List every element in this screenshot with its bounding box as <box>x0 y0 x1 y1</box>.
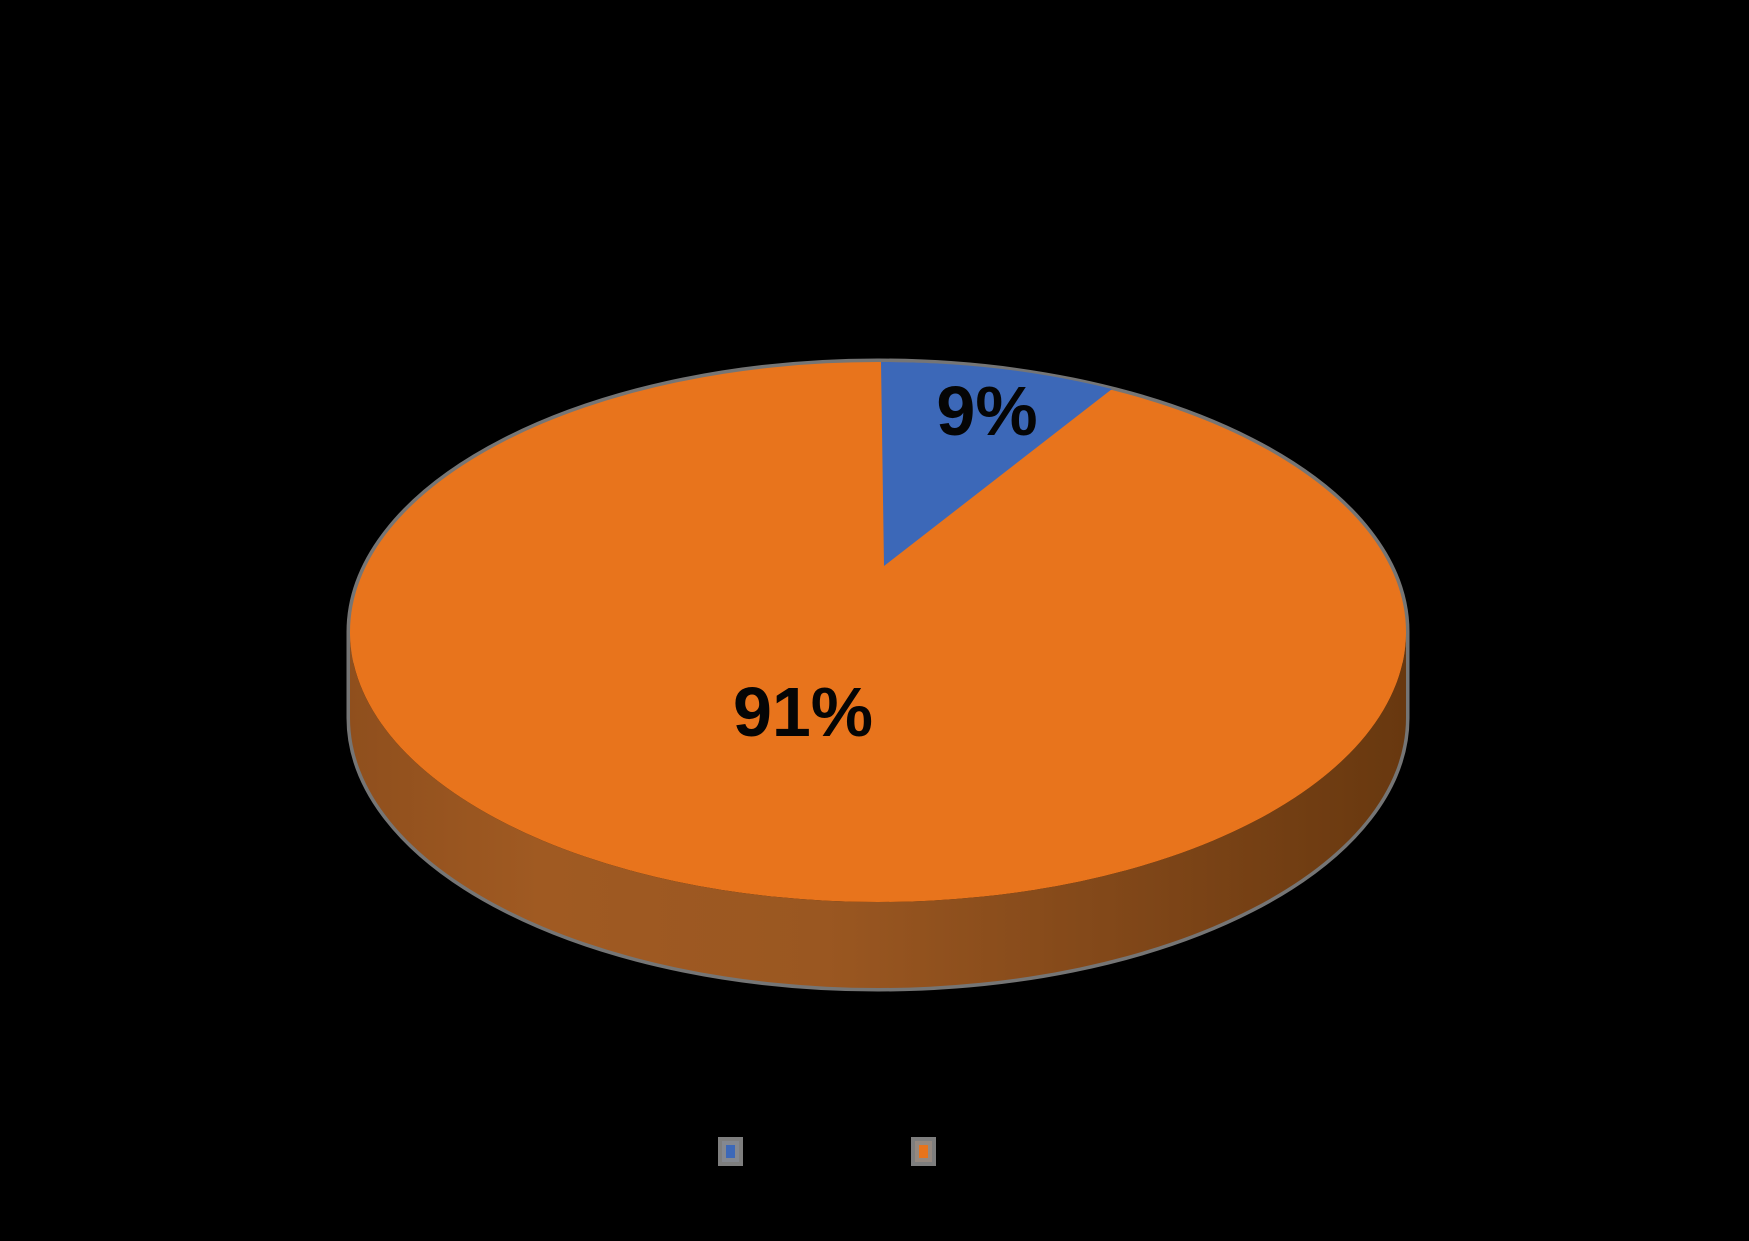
pie-3d-side <box>350 632 1406 988</box>
legend-swatch-orange <box>911 1137 936 1166</box>
legend-swatch-blue <box>718 1137 743 1166</box>
pie-slice-91 <box>350 362 1406 902</box>
pie-slice-9 <box>881 361 1112 566</box>
legend <box>718 1137 936 1166</box>
data-label-9-percent: 9% <box>936 372 1037 450</box>
data-label-91-percent: 91% <box>733 673 873 751</box>
